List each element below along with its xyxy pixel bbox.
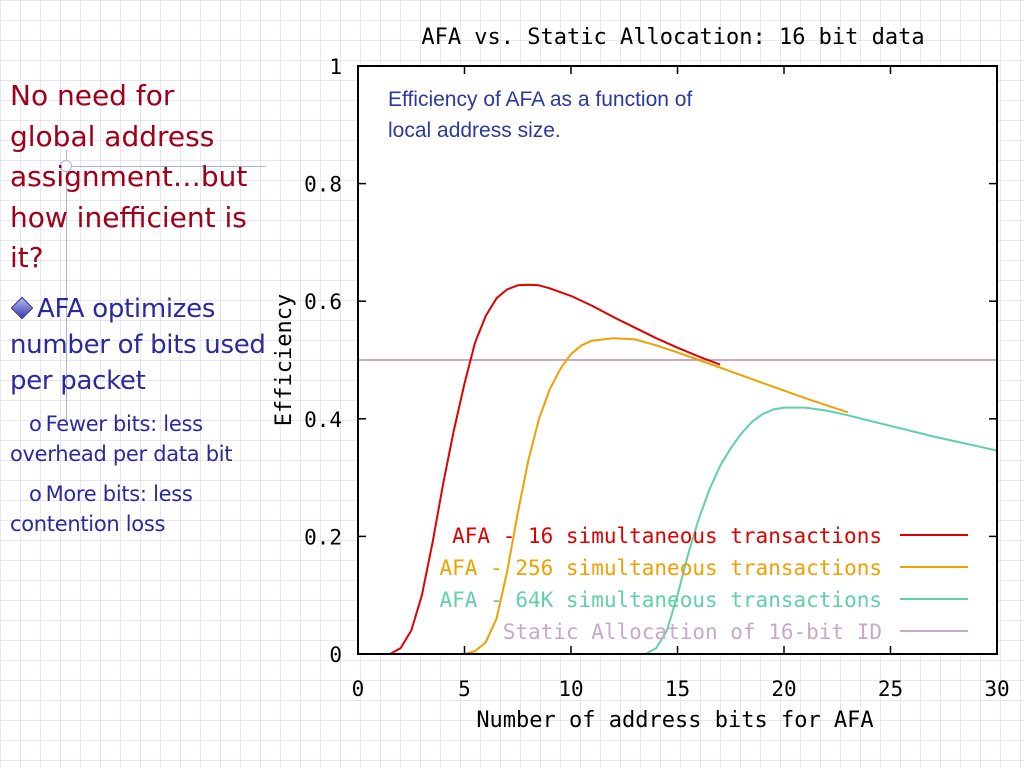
diamond-bullet-icon (10, 296, 34, 319)
legend-label: AFA - 16 simultaneous transactions (452, 524, 882, 548)
series-line-afa-16-simultaneous-transactions (358, 283, 721, 655)
y-tick-label: 0.6 (304, 290, 342, 314)
series-line-afa-64k-simultaneous-transactions (358, 406, 998, 655)
slide-text-panel: No need for global address assignment…bu… (10, 76, 268, 539)
series-line-afa-256-simultaneous-transactions (358, 337, 849, 655)
y-tick-label: 0.2 (304, 525, 342, 549)
main-bullet-text: AFA optimizes number of bits used per pa… (10, 293, 266, 396)
sub-bullet-1: o Fewer bits: less overhead per data bit (10, 409, 268, 469)
chart-annotation: Efficiency of AFA as a function of local… (388, 88, 698, 142)
sub-bullet-text: More bits: less contention loss (10, 481, 193, 536)
legend-label: AFA - 64K simultaneous transactions (439, 588, 882, 612)
y-tick-label: 0.4 (304, 408, 342, 432)
y-tick-label: 0.8 (304, 173, 342, 197)
legend-label: AFA - 256 simultaneous transactions (439, 556, 882, 580)
sub-bullet-marker: o (29, 411, 42, 436)
chart-annotation-line-1: Efficiency of AFA as a function of (388, 88, 692, 111)
x-tick-label: 5 (458, 677, 471, 701)
x-axis-label: Number of address bits for AFA (476, 708, 873, 733)
decorative-horizontal-line (66, 166, 266, 167)
plot-frame (357, 65, 998, 655)
chart-canvas: AFA vs. Static Allocation: 16 bit data N… (272, 25, 1010, 733)
x-tick-label: 15 (665, 677, 690, 701)
chart-annotation-line-2: local address size. (388, 119, 561, 142)
efficiency-chart: AFA vs. Static Allocation: 16 bit data N… (262, 0, 1024, 768)
main-bullet: AFA optimizes number of bits used per pa… (10, 291, 268, 399)
sub-bullet-2: o More bits: less contention loss (10, 479, 268, 539)
x-tick-label: 25 (878, 677, 903, 701)
chart-title: AFA vs. Static Allocation: 16 bit data (421, 25, 924, 50)
x-tick-label: 0 (352, 677, 365, 701)
y-tick-label: 1 (329, 55, 342, 79)
legend-label: Static Allocation of 16-bit ID (503, 620, 882, 644)
sub-bullet-text: Fewer bits: less overhead per data bit (10, 411, 233, 466)
x-tick-label: 20 (771, 677, 796, 701)
decorative-vertical-line (66, 150, 67, 420)
y-tick-label: 0 (329, 643, 342, 667)
x-tick-label: 10 (558, 677, 583, 701)
slide-title: No need for global address assignment…bu… (10, 79, 248, 274)
x-tick-label: 30 (984, 677, 1009, 701)
y-axis-label: Efficiency (272, 294, 297, 426)
sub-bullet-marker: o (29, 481, 42, 506)
decorative-circle (60, 160, 72, 172)
